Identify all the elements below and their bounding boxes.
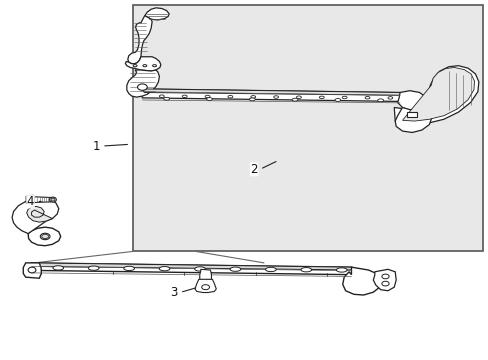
Ellipse shape bbox=[381, 274, 388, 279]
Ellipse shape bbox=[336, 268, 346, 272]
Ellipse shape bbox=[230, 267, 240, 271]
Ellipse shape bbox=[387, 96, 392, 99]
Polygon shape bbox=[342, 267, 381, 295]
Ellipse shape bbox=[227, 95, 232, 98]
Polygon shape bbox=[28, 227, 61, 246]
Ellipse shape bbox=[28, 267, 36, 273]
Polygon shape bbox=[393, 66, 478, 124]
Ellipse shape bbox=[319, 96, 324, 99]
Polygon shape bbox=[407, 112, 416, 117]
Ellipse shape bbox=[40, 233, 50, 240]
Ellipse shape bbox=[296, 96, 301, 98]
Ellipse shape bbox=[137, 84, 147, 90]
Ellipse shape bbox=[201, 285, 209, 290]
Polygon shape bbox=[394, 108, 431, 132]
Ellipse shape bbox=[159, 266, 169, 271]
Ellipse shape bbox=[204, 95, 209, 98]
Text: 2: 2 bbox=[250, 163, 258, 176]
Polygon shape bbox=[29, 263, 358, 279]
Polygon shape bbox=[200, 269, 211, 281]
Ellipse shape bbox=[88, 266, 99, 270]
Ellipse shape bbox=[51, 198, 55, 201]
Ellipse shape bbox=[194, 267, 205, 271]
Ellipse shape bbox=[41, 234, 48, 239]
Polygon shape bbox=[397, 91, 426, 111]
Polygon shape bbox=[27, 206, 52, 222]
Ellipse shape bbox=[182, 95, 187, 98]
Ellipse shape bbox=[133, 64, 137, 67]
Polygon shape bbox=[23, 263, 41, 278]
Text: 3: 3 bbox=[170, 286, 177, 299]
Polygon shape bbox=[34, 197, 51, 203]
Ellipse shape bbox=[142, 64, 146, 67]
Polygon shape bbox=[402, 67, 473, 121]
Ellipse shape bbox=[249, 98, 255, 101]
Ellipse shape bbox=[334, 99, 340, 102]
Polygon shape bbox=[372, 269, 395, 291]
Text: 4: 4 bbox=[27, 195, 34, 208]
Text: 1: 1 bbox=[92, 140, 100, 153]
Ellipse shape bbox=[381, 281, 388, 286]
Bar bbox=[132, 5, 482, 251]
Ellipse shape bbox=[206, 98, 212, 100]
Polygon shape bbox=[31, 263, 358, 270]
Ellipse shape bbox=[365, 96, 369, 99]
Ellipse shape bbox=[342, 96, 346, 99]
Polygon shape bbox=[126, 70, 159, 97]
Polygon shape bbox=[140, 89, 405, 105]
Ellipse shape bbox=[163, 97, 169, 100]
Ellipse shape bbox=[250, 96, 255, 98]
Polygon shape bbox=[144, 8, 169, 20]
Polygon shape bbox=[142, 89, 405, 95]
Ellipse shape bbox=[273, 96, 278, 98]
Polygon shape bbox=[26, 195, 34, 204]
Ellipse shape bbox=[159, 95, 164, 98]
Polygon shape bbox=[12, 198, 59, 234]
Ellipse shape bbox=[377, 99, 383, 102]
Ellipse shape bbox=[123, 266, 134, 271]
Polygon shape bbox=[127, 16, 152, 64]
Polygon shape bbox=[195, 279, 216, 293]
Ellipse shape bbox=[53, 266, 63, 270]
Ellipse shape bbox=[152, 64, 156, 67]
Ellipse shape bbox=[49, 197, 56, 202]
Ellipse shape bbox=[265, 267, 276, 271]
Polygon shape bbox=[125, 57, 161, 71]
Ellipse shape bbox=[291, 98, 297, 101]
Ellipse shape bbox=[300, 267, 311, 272]
